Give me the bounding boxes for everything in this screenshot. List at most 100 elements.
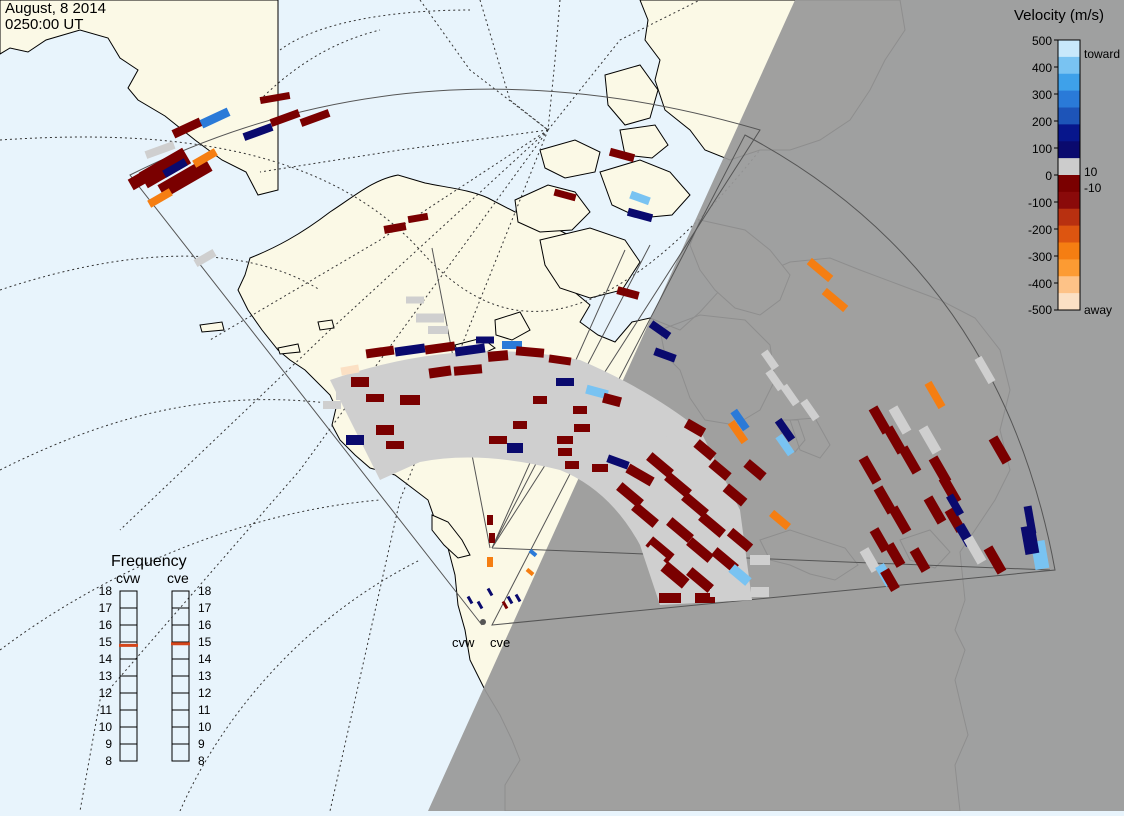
colorbar-swatch — [1058, 175, 1080, 193]
radar-cell — [558, 448, 572, 456]
radar-cell — [533, 396, 547, 404]
frequency-tick-label: 12 — [198, 686, 212, 700]
radar-cell — [873, 485, 897, 515]
radar-site-label-cve: cve — [490, 635, 510, 650]
radar-cell — [769, 509, 791, 531]
colorbar-swatch — [1058, 107, 1080, 125]
radar-cell — [780, 383, 800, 407]
radar-cell — [858, 455, 882, 485]
colorbar-tick-minus400: -400 — [1028, 277, 1052, 291]
colorbar-tick-200: 200 — [1032, 115, 1052, 129]
colorbar-swatch — [1058, 56, 1080, 75]
radar-cell — [659, 593, 681, 603]
cvw-fov-outline — [129, 88, 761, 626]
radar-cell — [728, 564, 752, 586]
radar-cell — [880, 567, 900, 593]
colorbar-swatch — [1058, 242, 1080, 260]
colorbar-tick-300: 300 — [1032, 88, 1052, 102]
colorbar-swatches — [1054, 39, 1080, 311]
radar-cell — [171, 117, 203, 139]
frequency-title: Frequency — [111, 553, 187, 570]
radar-cell — [501, 600, 509, 610]
colorbar-tick-minus300: -300 — [1028, 250, 1052, 264]
radar-cell — [376, 425, 394, 435]
radar-cell — [806, 257, 834, 283]
radar-cell — [366, 394, 384, 402]
aleutian-3 — [199, 321, 225, 333]
radar-cell — [869, 527, 891, 553]
aleutian-2 — [317, 319, 335, 331]
radar-cell — [938, 475, 962, 505]
radar-cell — [383, 222, 407, 234]
radar-cell — [898, 445, 922, 475]
radar-cell — [888, 505, 912, 535]
radar-cell — [765, 368, 785, 392]
radar-cell — [686, 537, 714, 563]
radar-cell — [259, 91, 291, 105]
velocity-scale-title: Velocity (m/s) — [1014, 7, 1104, 24]
radar-cell — [751, 587, 769, 597]
colorbar-swatch — [1058, 259, 1080, 277]
radar-cell — [923, 495, 947, 525]
radar-cell — [722, 483, 748, 507]
radar-site-label-cvw: cvw — [452, 635, 475, 650]
radar-cell — [743, 459, 767, 481]
radar-cell — [859, 547, 881, 573]
frequency-tick-label: 10 — [99, 720, 113, 734]
frequency-tick-label: 18 — [198, 584, 212, 598]
time-label: 0250:00 UT — [5, 16, 84, 33]
radar-cell — [514, 593, 522, 603]
arctic-island-3 — [599, 159, 691, 219]
frequency-panel: Frequency cvw cve 18 18 17 17 16 16 15 15 14 14 13… — [99, 553, 212, 768]
frequency-tick-label: 9 — [105, 737, 112, 751]
radar-cell — [138, 147, 192, 189]
frequency-radar-label-cvw: cvw — [116, 570, 141, 586]
radar-cell — [909, 547, 931, 573]
siberia — [0, 0, 279, 196]
radar-cell — [147, 188, 173, 208]
colorbar-swatch — [1058, 225, 1080, 243]
night-shading — [428, 0, 1124, 811]
frequency-gauges: 18 18 17 17 16 16 15 15 14 14 13 13 12 12 11 11 10 10 9 9 8 8 — [99, 584, 212, 768]
colorbar-tick-100: 100 — [1032, 142, 1052, 156]
frequency-tick-label: 17 — [198, 601, 212, 615]
radar-cell — [428, 365, 452, 379]
radar-cell — [489, 533, 495, 543]
radar-cell — [616, 482, 644, 508]
radar-cell — [336, 390, 354, 400]
frequency-tick-label: 17 — [99, 601, 113, 615]
frequency-tick-label: 14 — [198, 652, 212, 666]
colorbar-swatch — [1058, 191, 1080, 210]
radar-cell — [386, 441, 404, 449]
radar-cell — [557, 436, 573, 444]
radar-cell — [346, 435, 364, 445]
radar-cell — [192, 148, 218, 168]
radar-cell — [453, 364, 483, 376]
radar-cell — [775, 433, 795, 457]
frequency-tick-label: 8 — [198, 754, 205, 768]
radar-cell — [625, 409, 655, 431]
radar-cell — [710, 589, 730, 597]
frequency-tick-label: 10 — [198, 720, 212, 734]
radar-cell — [946, 493, 964, 517]
radar-cell — [466, 595, 474, 605]
radar-cell — [686, 567, 714, 593]
radar-cell — [645, 536, 675, 564]
radar-cell — [454, 343, 486, 357]
radar-cell — [888, 405, 912, 435]
radar-cell — [625, 463, 655, 487]
radar-cell — [199, 107, 231, 129]
colorbar-tick-0: 0 — [1045, 169, 1052, 183]
radar-returns — [127, 91, 1050, 610]
radar-cell — [406, 296, 424, 304]
radar-cell — [726, 527, 754, 553]
cve-fov-outline — [491, 134, 1056, 626]
radar-cell — [565, 461, 579, 469]
frequency-tick-label: 15 — [198, 635, 212, 649]
frequency-tick-label: 13 — [198, 669, 212, 683]
date-label: August, 8 2014 — [5, 0, 106, 17]
radar-cell — [683, 418, 707, 438]
radar-cell — [629, 190, 651, 206]
radar-cell — [750, 555, 770, 565]
colorbar-swatch — [1058, 293, 1080, 311]
